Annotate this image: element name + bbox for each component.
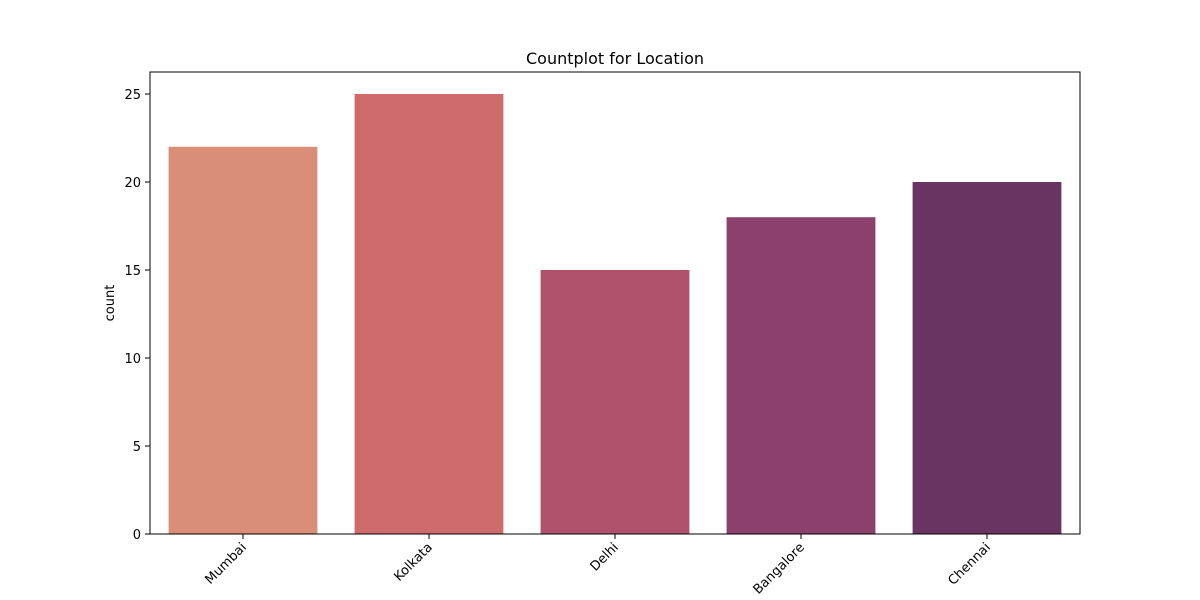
y-tick-label: 15	[124, 264, 141, 279]
bar-chennai	[912, 182, 1062, 534]
bar-group	[168, 94, 1062, 535]
y-tick-label: 20	[124, 176, 141, 191]
bar-kolkata	[354, 94, 504, 534]
y-tick-label: 0	[133, 528, 141, 543]
y-tick-label: 10	[124, 352, 141, 367]
y-axis-ticks: 0 5 10 15 20 25	[124, 88, 150, 543]
bar-mumbai	[168, 146, 318, 535]
bar-delhi	[540, 270, 690, 534]
chart-title: Countplot for Location	[526, 49, 704, 68]
bar-bangalore	[726, 217, 876, 534]
plot-frame	[149, 71, 1081, 535]
y-tick-label: 25	[124, 88, 141, 103]
y-axis-title: count	[103, 285, 118, 322]
y-tick-label: 5	[133, 440, 141, 455]
